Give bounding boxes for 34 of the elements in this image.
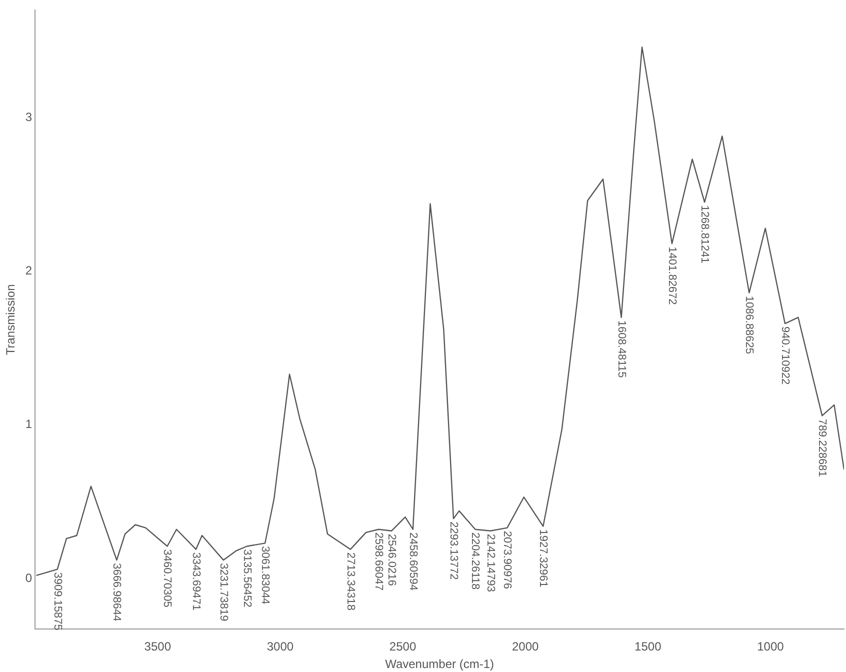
annotation: 1401.82672 — [666, 246, 678, 305]
annotation: 2598.66047 — [372, 532, 385, 590]
annotation: 2458.60594 — [406, 532, 419, 590]
annotation: 1268.81241 — [698, 205, 711, 264]
y-axis-title: Transmission — [4, 284, 18, 356]
annotation: 1927.32961 — [537, 529, 550, 588]
annotation: 3061.83044 — [259, 546, 272, 604]
x-tick-label: 3000 — [266, 640, 294, 654]
annotation: 789.228681 — [816, 418, 828, 477]
x-tick-label: 3500 — [144, 640, 172, 654]
annotation: 2073.90976 — [501, 530, 514, 589]
annotation: 3231.73819 — [217, 563, 230, 622]
annotation: 3460.70305 — [161, 549, 174, 608]
annotation: 2142.14793 — [484, 534, 496, 592]
annotation: 2546.0216 — [385, 534, 398, 586]
y-tick-label: 2 — [25, 264, 32, 278]
annotation: 3666.98644 — [110, 563, 123, 622]
annotation: 2204.26118 — [469, 532, 482, 590]
x-axis-title: Wavenumber (cm-1) — [385, 657, 494, 672]
annotation: 1608.48115 — [615, 320, 628, 378]
annotation: 3909.15875 — [51, 572, 64, 630]
y-tick-label: 3 — [25, 110, 32, 124]
y-tick-label: 1 — [25, 417, 32, 432]
annotation: 2713.34318 — [344, 552, 356, 610]
x-tick-label: 1000 — [757, 640, 784, 654]
x-tick-label: 1500 — [634, 640, 662, 654]
annotation: 940.710922 — [778, 326, 791, 385]
annotation: 3135.56452 — [240, 549, 253, 608]
x-tick-label: 2500 — [389, 640, 416, 654]
annotation: 3343.69471 — [190, 552, 202, 610]
annotation: 2293.13772 — [447, 522, 460, 580]
x-tick-label: 2000 — [512, 640, 539, 654]
annotation: 1086.88625 — [743, 296, 756, 354]
y-tick-label: 0 — [25, 570, 32, 585]
